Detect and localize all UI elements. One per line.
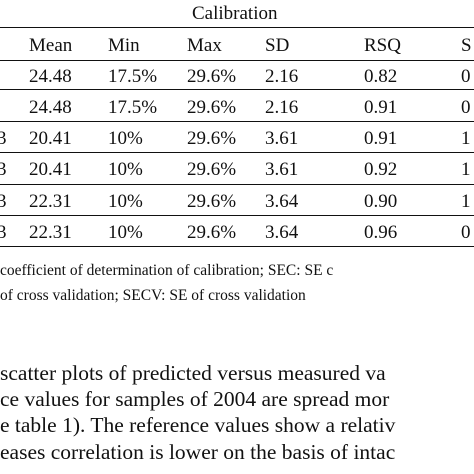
table-cell-rsq: 0.92 [364, 159, 398, 180]
table-cell-sd: 3.61 [265, 128, 299, 149]
table-cell-sd: 3.61 [265, 159, 299, 180]
table-cell-mean: 24.48 [29, 97, 72, 118]
table-cell-min: 17.5% [108, 97, 158, 118]
table-cell-sd: 2.16 [265, 97, 299, 118]
table-cell-s: 1 [461, 191, 471, 212]
table-row-label: 3 [0, 191, 7, 212]
table-cell-mean: 20.41 [29, 159, 72, 180]
column-header-sd: SD [265, 35, 290, 56]
table-cell-s: 0 [461, 97, 471, 118]
column-header-s: S [461, 35, 472, 56]
column-header-rsq: RSQ [364, 35, 401, 56]
table-cell-max: 29.6% [187, 222, 237, 243]
paragraph-line: scatter plots of predicted versus measur… [0, 361, 386, 385]
calibration-group-header: Calibration [192, 3, 278, 24]
table-cell-rsq: 0.91 [364, 128, 398, 149]
table-bottom-rule [0, 246, 474, 247]
table-row-label: 3 [0, 222, 7, 243]
table-cell-mean: 22.31 [29, 222, 72, 243]
table-cell-min: 10% [108, 222, 143, 243]
row-rule [0, 121, 474, 122]
column-header-mean: Mean [29, 35, 73, 56]
paragraph-line: eases correlation is lower on the basis … [0, 440, 396, 464]
table-cell-max: 29.6% [187, 66, 237, 87]
table-cell-s: 0 [461, 222, 471, 243]
row-rule [0, 89, 474, 90]
table-cell-rsq: 0.96 [364, 222, 398, 243]
column-header-min: Min [108, 35, 140, 56]
table-cell-sd: 3.64 [265, 222, 299, 243]
table-cell-max: 29.6% [187, 159, 237, 180]
table-cell-max: 29.6% [187, 97, 237, 118]
row-rule [0, 152, 474, 153]
table-note-line: of cross validation; SECV: SE of cross v… [0, 287, 306, 304]
table-cell-max: 29.6% [187, 128, 237, 149]
table-row-label: 3 [0, 128, 7, 149]
column-header-max: Max [187, 35, 222, 56]
table-cell-mean: 24.48 [29, 66, 72, 87]
table-cell-min: 17.5% [108, 66, 158, 87]
table-cell-rsq: 0.90 [364, 191, 398, 212]
table-cell-min: 10% [108, 191, 143, 212]
table-cell-s: 1 [461, 128, 471, 149]
table-row-label: 3 [0, 159, 7, 180]
table-note-line: coefficient of determination of calibrat… [0, 262, 334, 279]
table-cell-min: 10% [108, 159, 143, 180]
table-cell-rsq: 0.91 [364, 97, 398, 118]
row-rule [0, 184, 474, 185]
table-cell-rsq: 0.82 [364, 66, 398, 87]
table-cell-s: 0 [461, 66, 471, 87]
paragraph-line: ce values for samples of 2004 are spread… [0, 387, 390, 411]
table-cell-mean: 20.41 [29, 128, 72, 149]
table-cell-sd: 2.16 [265, 66, 299, 87]
table-cell-s: 1 [461, 159, 471, 180]
table-cell-max: 29.6% [187, 191, 237, 212]
table-cell-min: 10% [108, 128, 143, 149]
header-bottom-rule [0, 60, 474, 61]
table-cell-sd: 3.64 [265, 191, 299, 212]
paragraph-line: e table 1). The reference values show a … [0, 413, 396, 437]
group-header-rule [0, 27, 474, 28]
table-cell-mean: 22.31 [29, 191, 72, 212]
row-rule [0, 215, 474, 216]
